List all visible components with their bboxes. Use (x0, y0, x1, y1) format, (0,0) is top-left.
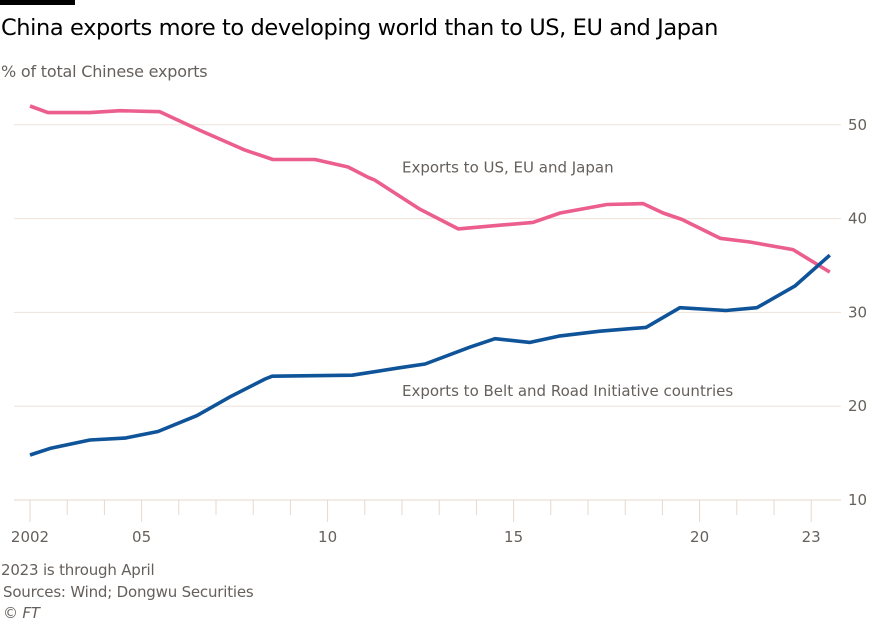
annotation-belt-and-road: Exports to Belt and Road Initiative coun… (402, 382, 733, 400)
line-chart: 2002 05 10 15 20 23 10 20 30 40 50 Exports to US,… (11, 104, 867, 546)
chart-subtitle: % of total Chinese exports (1, 62, 208, 81)
ft-brand-bar (0, 0, 75, 5)
y-tick-label: 40 (848, 210, 867, 228)
x-tick-label: 2002 (11, 528, 49, 546)
series-line-belt-and-road (29, 253, 831, 457)
gridlines (14, 124, 841, 501)
x-tick-label: 10 (318, 528, 337, 546)
series-annotations: Exports to US, EU and Japan Exports to Be… (402, 159, 733, 400)
x-tick-label: 23 (802, 528, 821, 546)
x-tick-label: 15 (504, 528, 523, 546)
x-tick-label: 05 (132, 528, 151, 546)
y-tick-label: 30 (848, 303, 867, 321)
series-line-us-eu-japan (29, 104, 831, 274)
y-axis: 10 20 30 40 50 (848, 116, 867, 509)
x-tick-label: 20 (690, 528, 709, 546)
y-tick-label: 20 (848, 397, 867, 415)
x-axis: 2002 05 10 15 20 23 (11, 500, 821, 546)
footnote-copyright: © FT (3, 604, 40, 622)
y-tick-label: 50 (848, 116, 867, 134)
annotation-us-eu-japan: Exports to US, EU and Japan (402, 159, 614, 177)
footnote-sources: Sources: Wind; Dongwu Securities (3, 583, 254, 601)
series-lines (29, 104, 831, 457)
y-tick-label: 10 (848, 491, 867, 509)
chart-title: China exports more to developing world t… (1, 15, 718, 41)
footnote-note: 2023 is through April (1, 561, 155, 579)
